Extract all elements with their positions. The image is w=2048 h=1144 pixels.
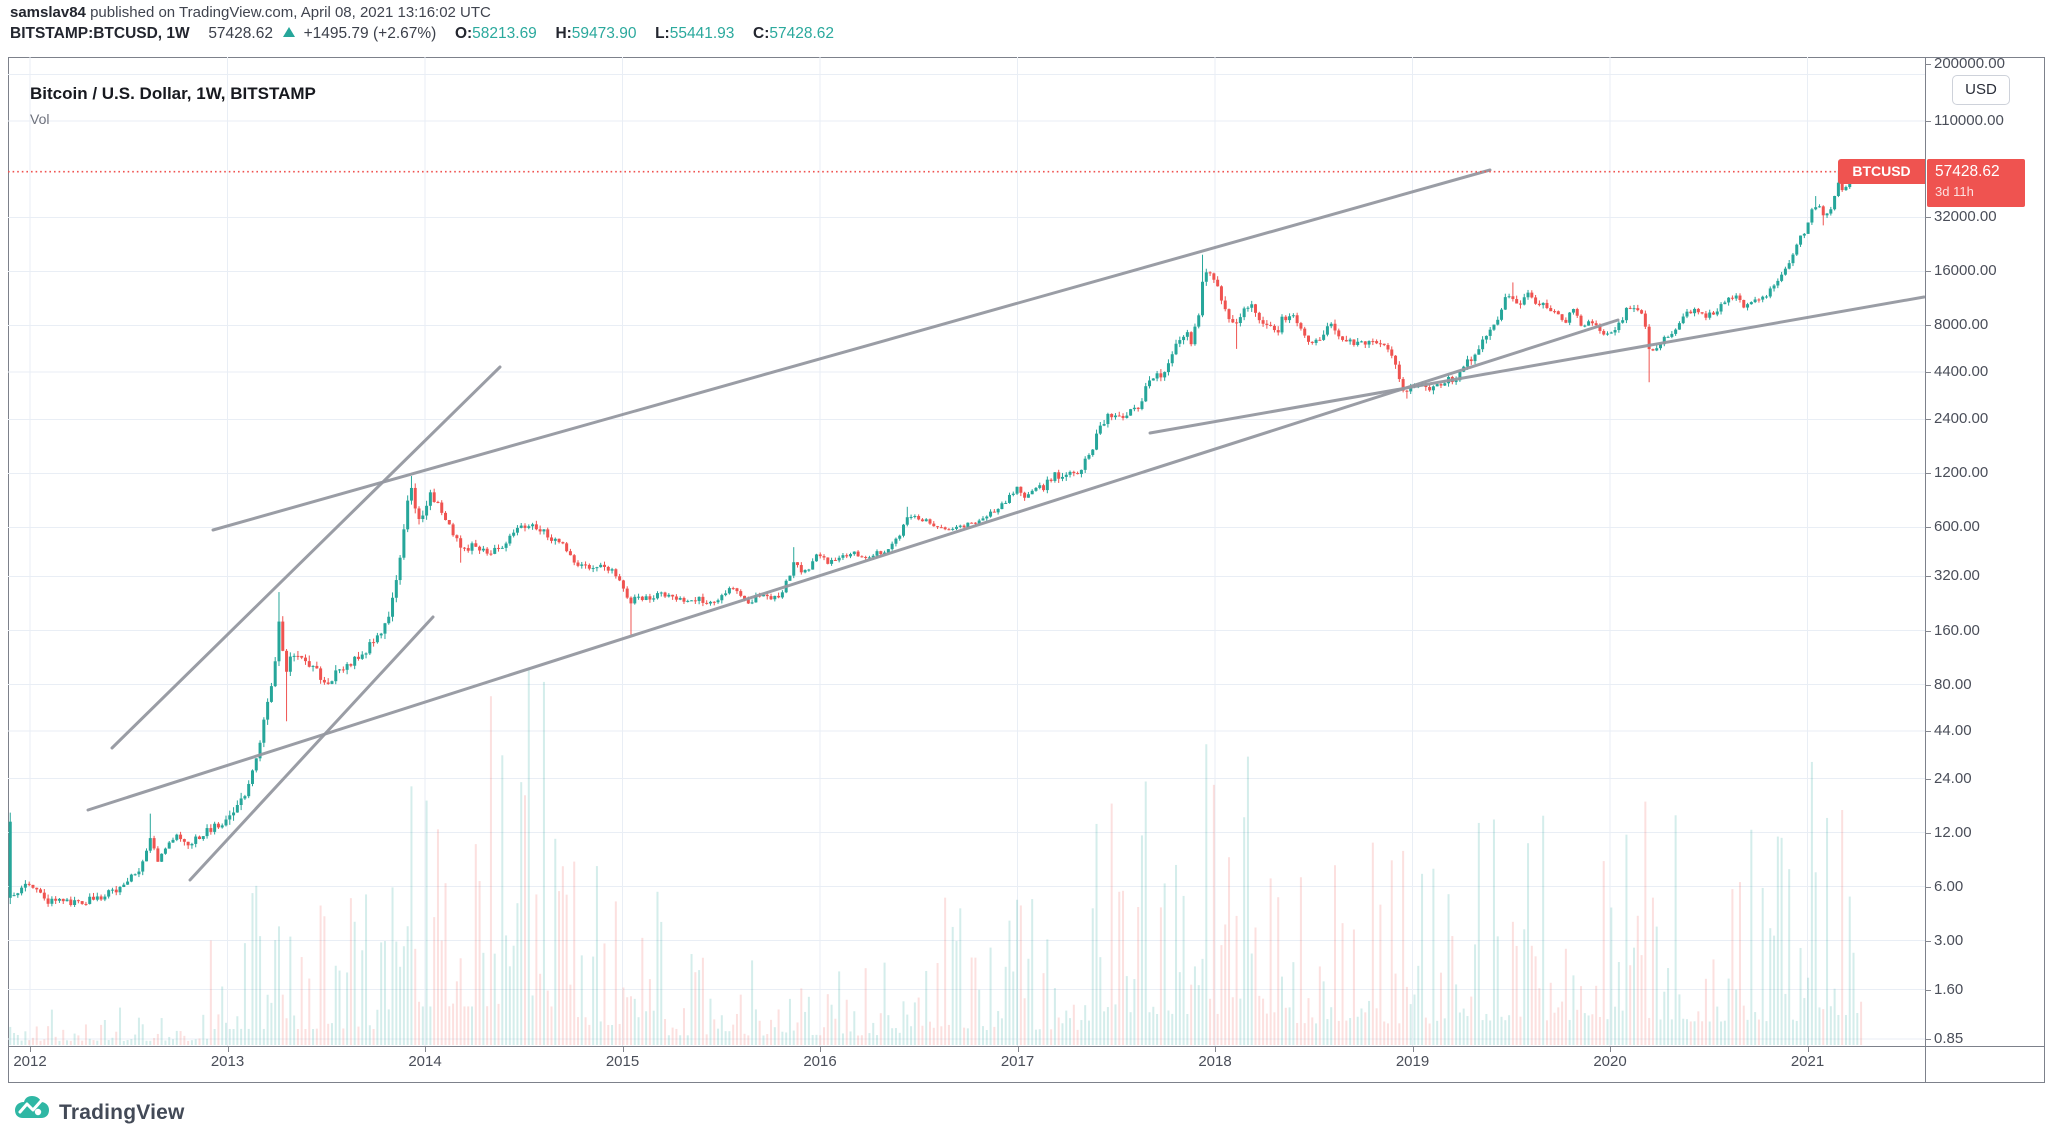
- price-tick-label: 44.00: [1934, 722, 1972, 740]
- price-tick-label: 32000.00: [1934, 208, 1997, 226]
- time-tick-label: 2014: [408, 1053, 442, 1070]
- high-label: H:: [555, 25, 572, 42]
- change-up-icon: [283, 27, 296, 37]
- price-tick-label: 8000.00: [1934, 316, 1989, 334]
- time-tick-mark: [1215, 1047, 1216, 1052]
- frame-left: [8, 57, 9, 1083]
- price-tick-mark: [1925, 271, 1931, 273]
- price-tick-label: 4400.00: [1934, 363, 1989, 381]
- price-axis-separator[interactable]: [1925, 57, 1926, 1083]
- price-tick-label: 12.00: [1934, 823, 1972, 841]
- close-label: C:: [753, 25, 770, 42]
- frame-right: [2044, 57, 2045, 1083]
- price-tick-mark: [1925, 217, 1931, 219]
- time-tick-label: 2017: [1000, 1053, 1035, 1070]
- time-tick-label: 2018: [1198, 1053, 1232, 1070]
- last-price: 57428.62: [208, 25, 273, 42]
- time-tick-label: 2020: [1593, 1053, 1627, 1070]
- time-tick-mark: [425, 1047, 426, 1052]
- byline: samslav84 published on TradingView.com, …: [10, 4, 491, 21]
- price-tick-mark: [1925, 940, 1931, 942]
- price-chart[interactable]: [8, 57, 1925, 1046]
- price-tick-label: 6.00: [1934, 877, 1964, 895]
- price-tick-mark: [1925, 778, 1931, 780]
- price-tick-label: 80.00: [1934, 675, 1972, 693]
- price-tick-label: 16000.00: [1934, 262, 1997, 280]
- high-value: 59473.90: [571, 25, 637, 42]
- price-tick-label: 2400.00: [1934, 410, 1989, 428]
- price-tick-label: 110000.00: [1934, 111, 2004, 129]
- tradingview-logo-icon: [15, 1096, 49, 1118]
- price-tick-label: 320.00: [1934, 567, 1980, 585]
- close-value: 57428.62: [769, 25, 835, 42]
- price-tick-label: 3.00: [1934, 931, 1964, 949]
- price-tick-mark: [1925, 527, 1931, 529]
- price-tick-mark: [1925, 832, 1931, 834]
- currency-toggle-button[interactable]: USD: [1952, 75, 2010, 105]
- price-tick-label: 200000.00: [1934, 55, 2005, 72]
- change-value: +1495.79 (+2.67%): [303, 25, 437, 42]
- price-tick-mark: [1925, 473, 1931, 475]
- author-name: samslav84: [10, 4, 86, 21]
- price-tick-mark: [1925, 886, 1931, 888]
- price-tick-mark: [1925, 576, 1931, 578]
- price-tick-label: 0.85: [1934, 1030, 1964, 1048]
- time-tick-label: 2012: [13, 1053, 47, 1070]
- price-tick-mark: [1925, 989, 1931, 991]
- open-label: O:: [454, 25, 473, 42]
- price-tick-mark: [1925, 64, 1931, 65]
- price-tick-label: 160.00: [1934, 621, 1980, 639]
- time-tick-mark: [1610, 1047, 1611, 1052]
- price-tick-label: 1200.00: [1934, 464, 1989, 482]
- price-tick-mark: [1925, 120, 1931, 122]
- time-tick-label: 2015: [605, 1053, 640, 1070]
- time-axis-separator[interactable]: [8, 1046, 2045, 1047]
- price-tick-mark: [1925, 1039, 1931, 1041]
- time-tick-label: 2019: [1395, 1053, 1430, 1070]
- symbol-name: BITSTAMP:BTCUSD, 1W: [10, 25, 190, 42]
- time-tick-mark: [1412, 1047, 1414, 1052]
- price-tick-mark: [1925, 684, 1931, 686]
- tradingview-watermark[interactable]: TradingView: [14, 1096, 185, 1129]
- current-price-value: 57428.62: [1935, 162, 2000, 180]
- byline-text: published on TradingView.com, April 08, …: [85, 4, 491, 21]
- time-tick-mark: [622, 1047, 624, 1052]
- price-tick-mark: [1925, 372, 1931, 374]
- chart-title: Bitcoin / U.S. Dollar, 1W, BITSTAMP: [30, 84, 316, 103]
- symbol-summary: BITSTAMP:BTCUSD, 1W 57428.62 +1495.79 (+…: [10, 25, 834, 43]
- price-tick-mark: [1925, 325, 1931, 327]
- open-value: 58213.69: [472, 25, 537, 42]
- low-value: 55441.93: [669, 25, 735, 42]
- frame-bottom: [8, 1082, 2045, 1083]
- current-price-axis-label: 57428.62 3d 11h: [1927, 158, 2025, 207]
- price-tick-mark: [1925, 731, 1931, 733]
- price-tick-label: 1.60: [1934, 980, 1964, 998]
- time-tick-label: 2016: [803, 1053, 837, 1070]
- tradingview-wordmark: TradingView: [59, 1100, 185, 1124]
- time-tick-mark: [1807, 1047, 1809, 1052]
- time-tick-mark: [1017, 1047, 1019, 1052]
- volume-indicator-label: Vol: [30, 111, 50, 127]
- symbol-price-tag: BTCUSD: [1838, 159, 1925, 185]
- time-tick-label: 2013: [210, 1053, 245, 1070]
- time-tick-mark: [227, 1047, 229, 1052]
- low-label: L:: [655, 25, 670, 42]
- time-tick-label: 2021: [1790, 1053, 1825, 1070]
- price-tick-label: 24.00: [1934, 769, 1972, 787]
- time-tick-mark: [30, 1047, 31, 1052]
- price-tick-mark: [1925, 419, 1931, 421]
- frame-top: [8, 57, 2045, 58]
- bar-countdown: 3d 11h: [1935, 183, 1974, 199]
- price-tick-mark: [1925, 630, 1931, 632]
- time-tick-mark: [820, 1047, 821, 1052]
- price-tick-label: 600.00: [1934, 518, 1980, 536]
